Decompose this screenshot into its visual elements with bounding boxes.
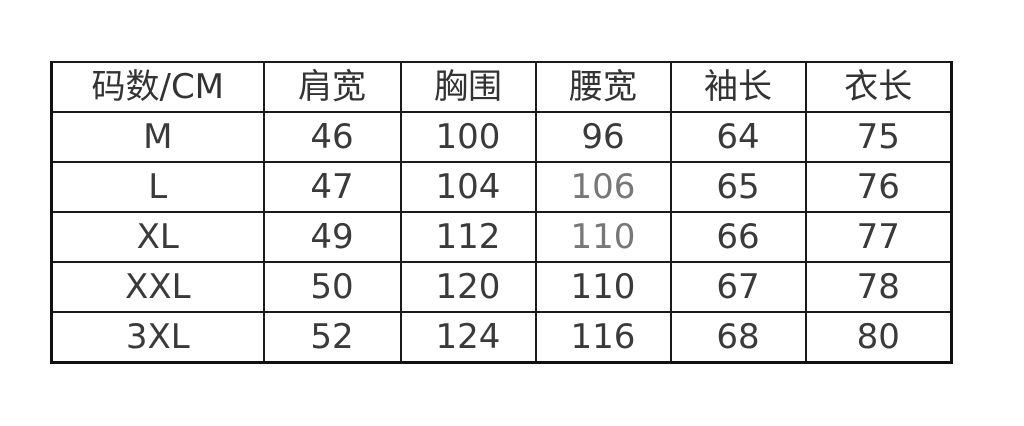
table-row: M 46 100 96 64 75 xyxy=(50,111,953,163)
cell-chest: 120 xyxy=(399,261,537,313)
size-chart-table: 码数/CM 肩宽 胸围 腰宽 袖长 衣长 M 46 100 96 64 75 L… xyxy=(50,61,953,364)
table-row: L 47 104 106 65 76 xyxy=(50,161,953,213)
cell-length: 77 xyxy=(804,211,953,263)
header-chest: 胸围 xyxy=(399,61,537,113)
header-size: 码数/CM xyxy=(50,61,265,113)
cell-length: 75 xyxy=(804,111,953,163)
header-row: 码数/CM 肩宽 胸围 腰宽 袖长 衣长 xyxy=(50,61,953,113)
table-row: 3XL 52 124 116 68 80 xyxy=(50,311,953,364)
cell-size: XL xyxy=(50,211,265,263)
cell-shoulder: 52 xyxy=(262,311,402,364)
cell-sleeve: 64 xyxy=(669,111,807,163)
table-row: XXL 50 120 110 67 78 xyxy=(50,261,953,313)
header-shoulder-width: 肩宽 xyxy=(262,61,402,113)
cell-size: XXL xyxy=(50,261,265,313)
cell-chest: 124 xyxy=(399,311,537,364)
cell-sleeve: 68 xyxy=(669,311,807,364)
cell-size: 3XL xyxy=(50,311,265,364)
table-row: XL 49 112 110 66 77 xyxy=(50,211,953,263)
cell-size: L xyxy=(50,161,265,213)
header-garment-length: 衣长 xyxy=(804,61,953,113)
cell-shoulder: 49 xyxy=(262,211,402,263)
cell-waist: 106 xyxy=(534,161,672,213)
cell-waist: 96 xyxy=(534,111,672,163)
cell-sleeve: 67 xyxy=(669,261,807,313)
cell-sleeve: 65 xyxy=(669,161,807,213)
header-sleeve-length: 袖长 xyxy=(669,61,807,113)
cell-shoulder: 50 xyxy=(262,261,402,313)
cell-sleeve: 66 xyxy=(669,211,807,263)
cell-length: 80 xyxy=(804,311,953,364)
cell-chest: 100 xyxy=(399,111,537,163)
cell-waist: 110 xyxy=(534,261,672,313)
cell-waist: 110 xyxy=(534,211,672,263)
cell-chest: 112 xyxy=(399,211,537,263)
cell-chest: 104 xyxy=(399,161,537,213)
cell-length: 78 xyxy=(804,261,953,313)
cell-size: M xyxy=(50,111,265,163)
cell-shoulder: 47 xyxy=(262,161,402,213)
cell-length: 76 xyxy=(804,161,953,213)
cell-waist: 116 xyxy=(534,311,672,364)
cell-shoulder: 46 xyxy=(262,111,402,163)
header-waist: 腰宽 xyxy=(534,61,672,113)
